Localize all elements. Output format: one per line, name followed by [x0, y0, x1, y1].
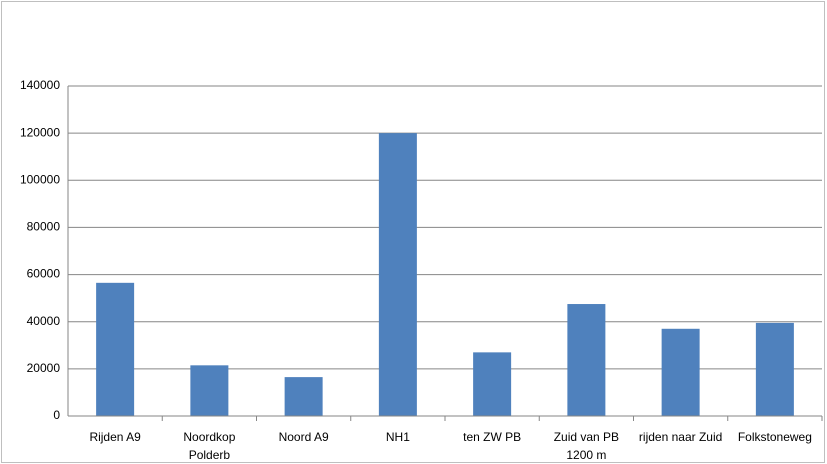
bar	[473, 352, 512, 416]
bar	[378, 133, 417, 416]
x-tick-label: Rijden A9	[89, 430, 141, 444]
bar	[567, 304, 606, 416]
x-tick-label: NH1	[385, 430, 410, 444]
y-tick-label: 40000	[27, 314, 61, 328]
y-tick-label: 100000	[20, 172, 60, 186]
y-tick-label: 120000	[20, 125, 60, 139]
x-tick-label: Noord A9	[278, 430, 329, 444]
x-tick-label: Noordkop Polderb	[183, 430, 236, 462]
x-tick-label: Zuid van PB 1200 m	[553, 430, 620, 462]
bar	[284, 377, 323, 416]
bar	[190, 365, 229, 416]
bar	[96, 282, 135, 416]
x-tick-label: Folkstoneweg	[737, 430, 812, 444]
x-tick-label: ten ZW PB	[463, 430, 522, 444]
y-tick-label: 140000	[20, 78, 60, 92]
y-tick-label: 20000	[27, 361, 61, 375]
bar	[755, 322, 794, 416]
y-tick-label: 0	[53, 408, 60, 422]
y-tick-label: 80000	[27, 220, 61, 234]
x-tick-label: rijden naar Zuid	[638, 430, 723, 444]
bar	[661, 328, 700, 416]
y-tick-label: 60000	[27, 267, 61, 281]
